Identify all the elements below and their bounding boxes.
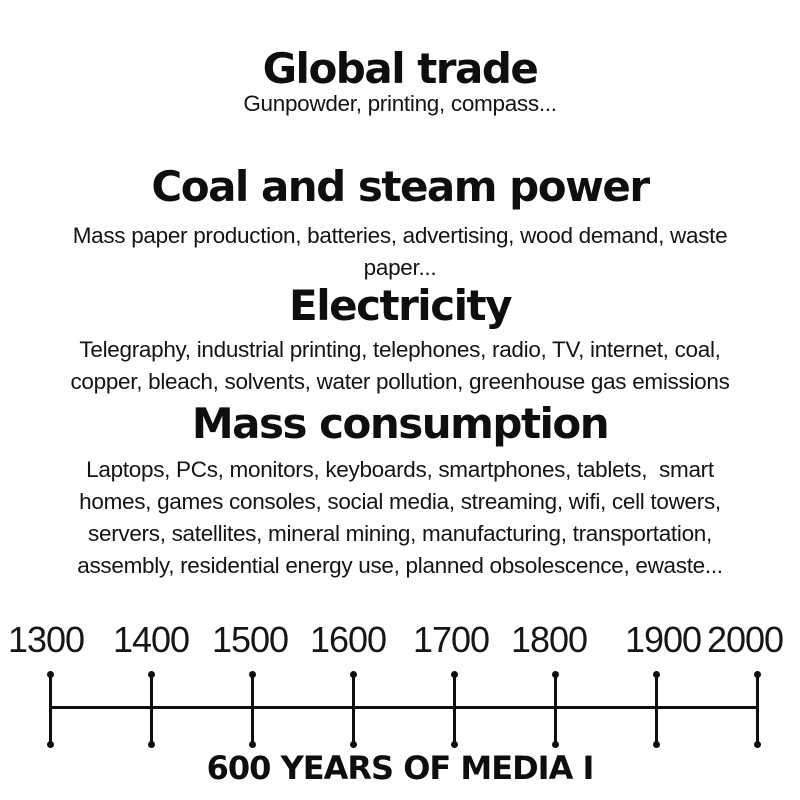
body-line: servers, satellites, mineral mining, man… <box>88 521 712 546</box>
tick-dot-top <box>249 671 256 678</box>
section-title-mass-consumption: Mass consumption <box>191 399 610 448</box>
body-line: Mass paper production, batteries, advert… <box>72 223 728 248</box>
tick-dot-bottom <box>249 741 256 748</box>
year-label-1500: 1500 <box>211 619 289 660</box>
body-line: assembly, residential energy use, planne… <box>77 553 723 578</box>
section-body-electricity: Telegraphy, industrial printing, telepho… <box>0 334 800 398</box>
timeline-tick-1300 <box>49 674 52 746</box>
section-body-global-trade: Gunpowder, printing, compass... <box>0 88 800 120</box>
year-label-1900: 1900 <box>624 619 702 660</box>
year-label-1400: 1400 <box>112 619 190 660</box>
year-label-1800: 1800 <box>510 619 588 660</box>
tick-dot-bottom <box>653 741 660 748</box>
year-label-1700: 1700 <box>412 619 490 660</box>
timeline-tick-1400 <box>150 674 153 746</box>
tick-dot-top <box>754 671 761 678</box>
body-line: Gunpowder, printing, compass... <box>243 91 557 116</box>
tick-dot-top <box>47 671 54 678</box>
section-title-global-trade: Global trade <box>262 44 539 93</box>
tick-dot-top <box>653 671 660 678</box>
body-line: Laptops, PCs, monitors, keyboards, smart… <box>86 457 714 482</box>
tick-dot-bottom <box>148 741 155 748</box>
body-line: homes, games consoles, social media, str… <box>79 489 721 514</box>
body-line: Telegraphy, industrial printing, telepho… <box>79 337 721 362</box>
tick-dot-bottom <box>552 741 559 748</box>
timeline-tick-2000 <box>756 674 759 746</box>
timeline-caption: 600 YEARS OF MEDIA I <box>206 749 595 787</box>
body-line: copper, bleach, solvents, water pollutio… <box>70 369 730 394</box>
timeline-tick-1500 <box>251 674 254 746</box>
timeline-tick-1800 <box>554 674 557 746</box>
year-label-1300: 1300 <box>7 619 85 660</box>
tick-dot-bottom <box>47 741 54 748</box>
timeline-tick-1700 <box>453 674 456 746</box>
tick-dot-top <box>552 671 559 678</box>
section-title-coal-steam: Coal and steam power <box>151 162 650 211</box>
year-label-2000: 2000 <box>706 619 784 660</box>
year-label-1600: 1600 <box>309 619 387 660</box>
section-body-coal-steam: Mass paper production, batteries, advert… <box>0 220 800 284</box>
tick-dot-bottom <box>754 741 761 748</box>
tick-dot-top <box>350 671 357 678</box>
section-body-mass-consumption: Laptops, PCs, monitors, keyboards, smart… <box>0 454 800 582</box>
tick-dot-bottom <box>350 741 357 748</box>
tick-dot-bottom <box>451 741 458 748</box>
timeline-axis <box>49 706 758 709</box>
tick-dot-top <box>451 671 458 678</box>
body-line: paper... <box>363 255 437 280</box>
tick-dot-top <box>148 671 155 678</box>
timeline-tick-1900 <box>655 674 658 746</box>
timeline-tick-1600 <box>352 674 355 746</box>
section-title-electricity: Electricity <box>289 281 512 330</box>
